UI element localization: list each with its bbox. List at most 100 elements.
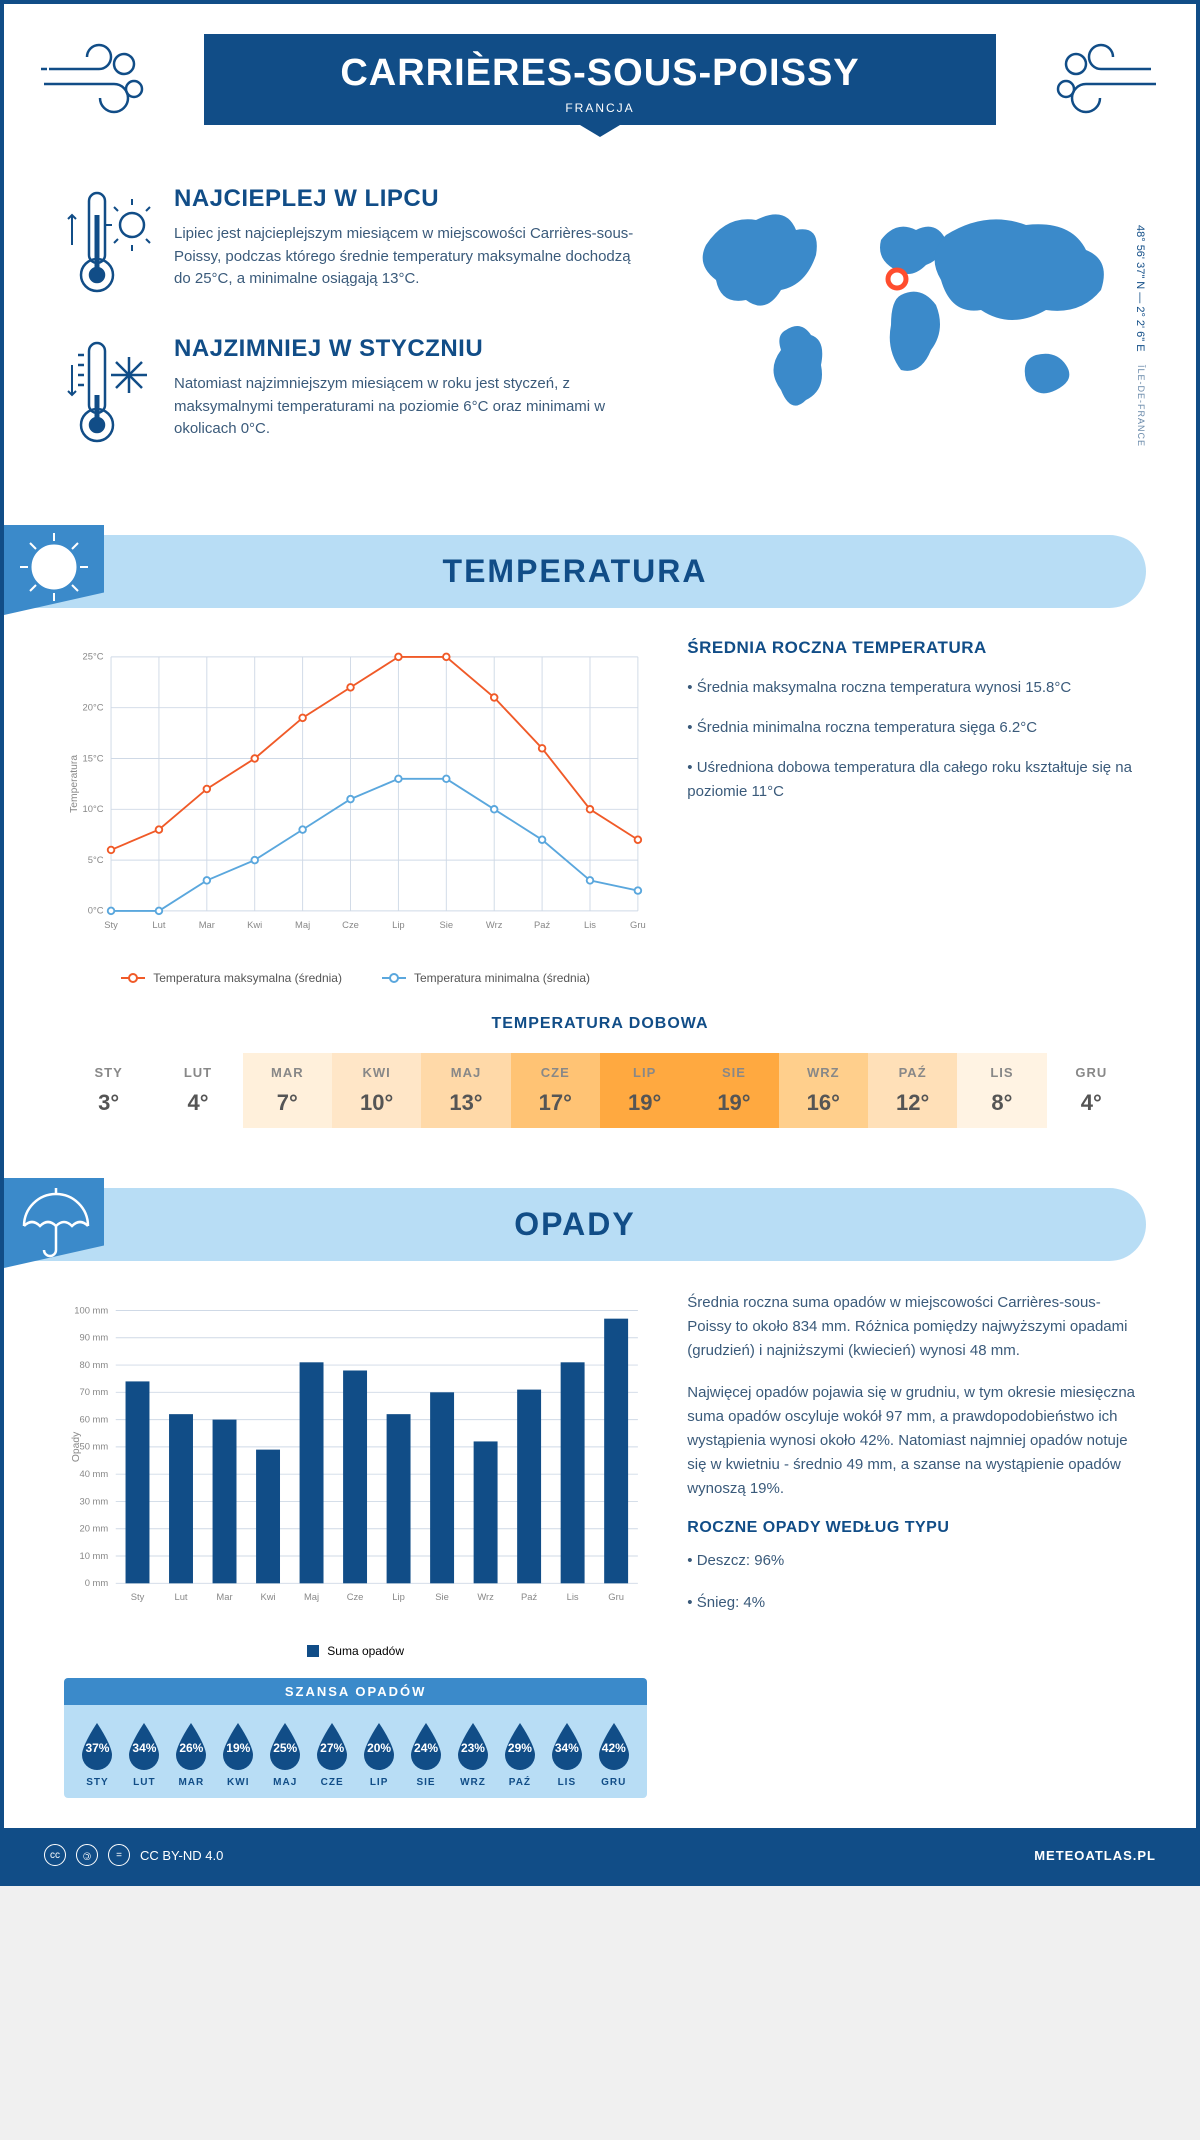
svg-text:Temperatura: Temperatura bbox=[69, 755, 80, 813]
svg-text:Sie: Sie bbox=[435, 1591, 449, 1602]
wind-icon bbox=[39, 39, 159, 119]
coldest-text: Natomiast najzimniejszym miesiącem w rok… bbox=[174, 373, 646, 441]
rain-drop-item: 25%MAJ bbox=[264, 1719, 306, 1788]
svg-text:Lip: Lip bbox=[392, 1591, 405, 1602]
rain-drop-item: 27%CZE bbox=[311, 1719, 353, 1788]
temperature-chart-area: 0°C5°C10°C15°C20°C25°CStyLutMarKwiMajCze… bbox=[64, 638, 647, 985]
rain-drop-item: 19%KWI bbox=[217, 1719, 259, 1788]
precipitation-chart-area: 0 mm10 mm20 mm30 mm40 mm50 mm60 mm70 mm8… bbox=[64, 1291, 647, 1798]
wind-icon bbox=[1041, 39, 1161, 119]
svg-text:Mar: Mar bbox=[199, 919, 215, 930]
svg-text:0 mm: 0 mm bbox=[85, 1577, 109, 1588]
header: CARRIÈRES-SOUS-POISSY FRANCJA bbox=[4, 4, 1196, 145]
daily-temp-cell: STY3° bbox=[64, 1053, 153, 1128]
precip-type-item: • Śnieg: 4% bbox=[687, 1591, 1136, 1615]
precipitation-body: 0 mm10 mm20 mm30 mm40 mm50 mm60 mm70 mm8… bbox=[4, 1291, 1196, 1828]
svg-text:Maj: Maj bbox=[295, 919, 310, 930]
svg-text:Kwi: Kwi bbox=[260, 1591, 275, 1602]
precip-para-1: Średnia roczna suma opadów w miejscowośc… bbox=[687, 1291, 1136, 1363]
location-marker-icon bbox=[888, 270, 906, 288]
temp-bullet: • Średnia minimalna roczna temperatura s… bbox=[687, 716, 1136, 740]
svg-text:Mar: Mar bbox=[216, 1591, 232, 1602]
precipitation-title: OPADY bbox=[4, 1206, 1146, 1243]
avg-temp-title: ŚREDNIA ROCZNA TEMPERATURA bbox=[687, 638, 1136, 658]
nd-icon: = bbox=[108, 1844, 130, 1866]
rain-drop-item: 26%MAR bbox=[170, 1719, 212, 1788]
daily-temp-title: TEMPERATURA DOBOWA bbox=[64, 1015, 1136, 1033]
temperature-body: 0°C5°C10°C15°C20°C25°CStyLutMarKwiMajCze… bbox=[4, 638, 1196, 1015]
svg-text:Wrz: Wrz bbox=[486, 919, 503, 930]
infographic-page: CARRIÈRES-SOUS-POISSY FRANCJA bbox=[0, 0, 1200, 1886]
rain-drop-item: 24%SIE bbox=[405, 1719, 447, 1788]
precipitation-info: Średnia roczna suma opadów w miejscowośc… bbox=[687, 1291, 1136, 1798]
precip-legend-label: Suma opadów bbox=[327, 1644, 404, 1658]
svg-text:Lis: Lis bbox=[567, 1591, 579, 1602]
rain-drop-item: 37%STY bbox=[76, 1719, 118, 1788]
precipitation-section-header: OPADY bbox=[4, 1188, 1146, 1261]
rain-drop-item: 29%PAŹ bbox=[499, 1719, 541, 1788]
rain-drop-item: 34%LUT bbox=[123, 1719, 165, 1788]
coldest-title: NAJZIMNIEJ W STYCZNIU bbox=[174, 335, 646, 363]
title-banner: CARRIÈRES-SOUS-POISSY FRANCJA bbox=[204, 34, 996, 125]
daily-temp-cell: WRZ16° bbox=[779, 1053, 868, 1128]
svg-text:Lis: Lis bbox=[584, 919, 596, 930]
temp-bullet: • Uśredniona dobowa temperatura dla całe… bbox=[687, 756, 1136, 804]
intro-text-column: NAJCIEPLEJ W LIPCU Lipiec jest najcieple… bbox=[64, 185, 646, 485]
svg-text:Lip: Lip bbox=[392, 919, 405, 930]
rain-drop-item: 34%LIS bbox=[546, 1719, 588, 1788]
svg-text:Kwi: Kwi bbox=[247, 919, 262, 930]
svg-text:Sty: Sty bbox=[131, 1591, 145, 1602]
daily-temp-cell: MAJ13° bbox=[421, 1053, 510, 1128]
precip-type-title: ROCZNE OPADY WEDŁUG TYPU bbox=[687, 1519, 1136, 1537]
legend-item: .legend-swatch[style*='#f05a28']::after{… bbox=[121, 971, 342, 985]
daily-temp-cell: GRU4° bbox=[1047, 1053, 1136, 1128]
svg-text:5°C: 5°C bbox=[88, 854, 104, 865]
license-block: cc 🄯 = CC BY-ND 4.0 bbox=[44, 1844, 223, 1866]
rain-chance-box: SZANSA OPADÓW 37%STY34%LUT26%MAR19%KWI25… bbox=[64, 1678, 647, 1798]
umbrella-section-icon bbox=[4, 1178, 104, 1268]
daily-temp-cell: CZE17° bbox=[511, 1053, 600, 1128]
daily-temp-cell: LUT4° bbox=[153, 1053, 242, 1128]
footer: cc 🄯 = CC BY-ND 4.0 METEOATLAS.PL bbox=[4, 1828, 1196, 1882]
precip-para-2: Najwięcej opadów pojawia się w grudniu, … bbox=[687, 1381, 1136, 1501]
hottest-title: NAJCIEPLEJ W LIPCU bbox=[174, 185, 646, 213]
legend-item: .legend-swatch[style*='#5aa7dd']::after{… bbox=[382, 971, 590, 985]
svg-text:Gru: Gru bbox=[630, 919, 646, 930]
precipitation-legend: Suma opadów bbox=[64, 1644, 647, 1658]
rain-chance-title: SZANSA OPADÓW bbox=[64, 1678, 647, 1705]
daily-temp-cell: SIE19° bbox=[689, 1053, 778, 1128]
temperature-legend: .legend-swatch[style*='#f05a28']::after{… bbox=[64, 971, 647, 985]
svg-text:Cze: Cze bbox=[342, 919, 359, 930]
world-map-icon bbox=[676, 185, 1136, 445]
svg-text:Sty: Sty bbox=[104, 919, 118, 930]
daily-temp-cell: PAŹ12° bbox=[868, 1053, 957, 1128]
svg-text:15°C: 15°C bbox=[83, 752, 104, 763]
svg-text:30 mm: 30 mm bbox=[80, 1495, 109, 1506]
rain-drop-item: 23%WRZ bbox=[452, 1719, 494, 1788]
thermometer-hot-icon bbox=[64, 185, 154, 305]
rain-drop-item: 42%GRU bbox=[593, 1719, 635, 1788]
temperature-line-chart: 0°C5°C10°C15°C20°C25°CStyLutMarKwiMajCze… bbox=[64, 638, 647, 958]
temperature-title: TEMPERATURA bbox=[4, 553, 1146, 590]
rain-drop-item: 20%LIP bbox=[358, 1719, 400, 1788]
svg-text:20°C: 20°C bbox=[83, 702, 104, 713]
precipitation-bar-chart: 0 mm10 mm20 mm30 mm40 mm50 mm60 mm70 mm8… bbox=[64, 1291, 647, 1631]
svg-text:20 mm: 20 mm bbox=[80, 1523, 109, 1534]
svg-text:Wrz: Wrz bbox=[477, 1591, 494, 1602]
svg-text:10°C: 10°C bbox=[83, 803, 104, 814]
svg-text:50 mm: 50 mm bbox=[80, 1441, 109, 1452]
svg-text:60 mm: 60 mm bbox=[80, 1413, 109, 1424]
by-icon: 🄯 bbox=[76, 1844, 98, 1866]
svg-text:25°C: 25°C bbox=[83, 651, 104, 662]
coordinates-label: 48° 56' 37" N — 2° 2' 6" E bbox=[1134, 225, 1146, 352]
temp-bullet: • Średnia maksymalna roczna temperatura … bbox=[687, 676, 1136, 700]
svg-text:Paź: Paź bbox=[521, 1591, 537, 1602]
hottest-text: Lipiec jest najcieplejszym miesiącem w m… bbox=[174, 223, 646, 291]
sun-section-icon bbox=[4, 525, 104, 615]
svg-text:Paź: Paź bbox=[534, 919, 550, 930]
daily-temp-cell: LIS8° bbox=[957, 1053, 1046, 1128]
svg-text:Gru: Gru bbox=[608, 1591, 624, 1602]
temperature-info: ŚREDNIA ROCZNA TEMPERATURA • Średnia mak… bbox=[687, 638, 1136, 985]
svg-text:90 mm: 90 mm bbox=[80, 1332, 109, 1343]
world-map-box: 48° 56' 37" N — 2° 2' 6" E ÎLE-DE-FRANCE bbox=[676, 185, 1136, 485]
